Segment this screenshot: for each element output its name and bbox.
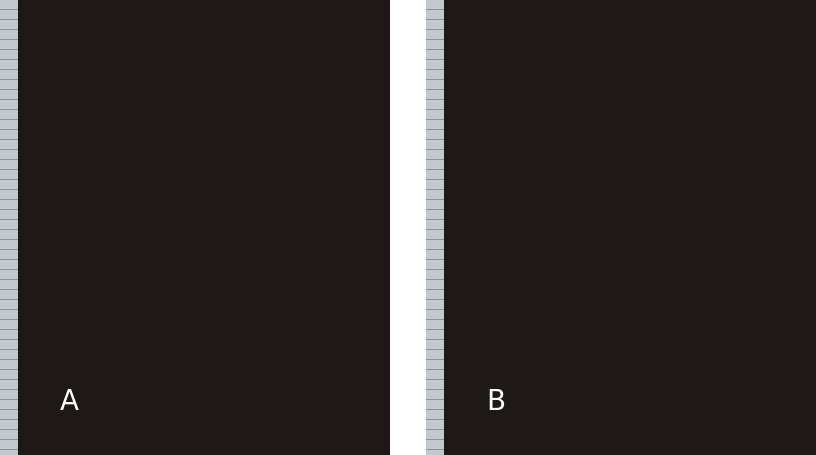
- Text: B: B: [486, 387, 505, 415]
- Text: A: A: [60, 387, 79, 415]
